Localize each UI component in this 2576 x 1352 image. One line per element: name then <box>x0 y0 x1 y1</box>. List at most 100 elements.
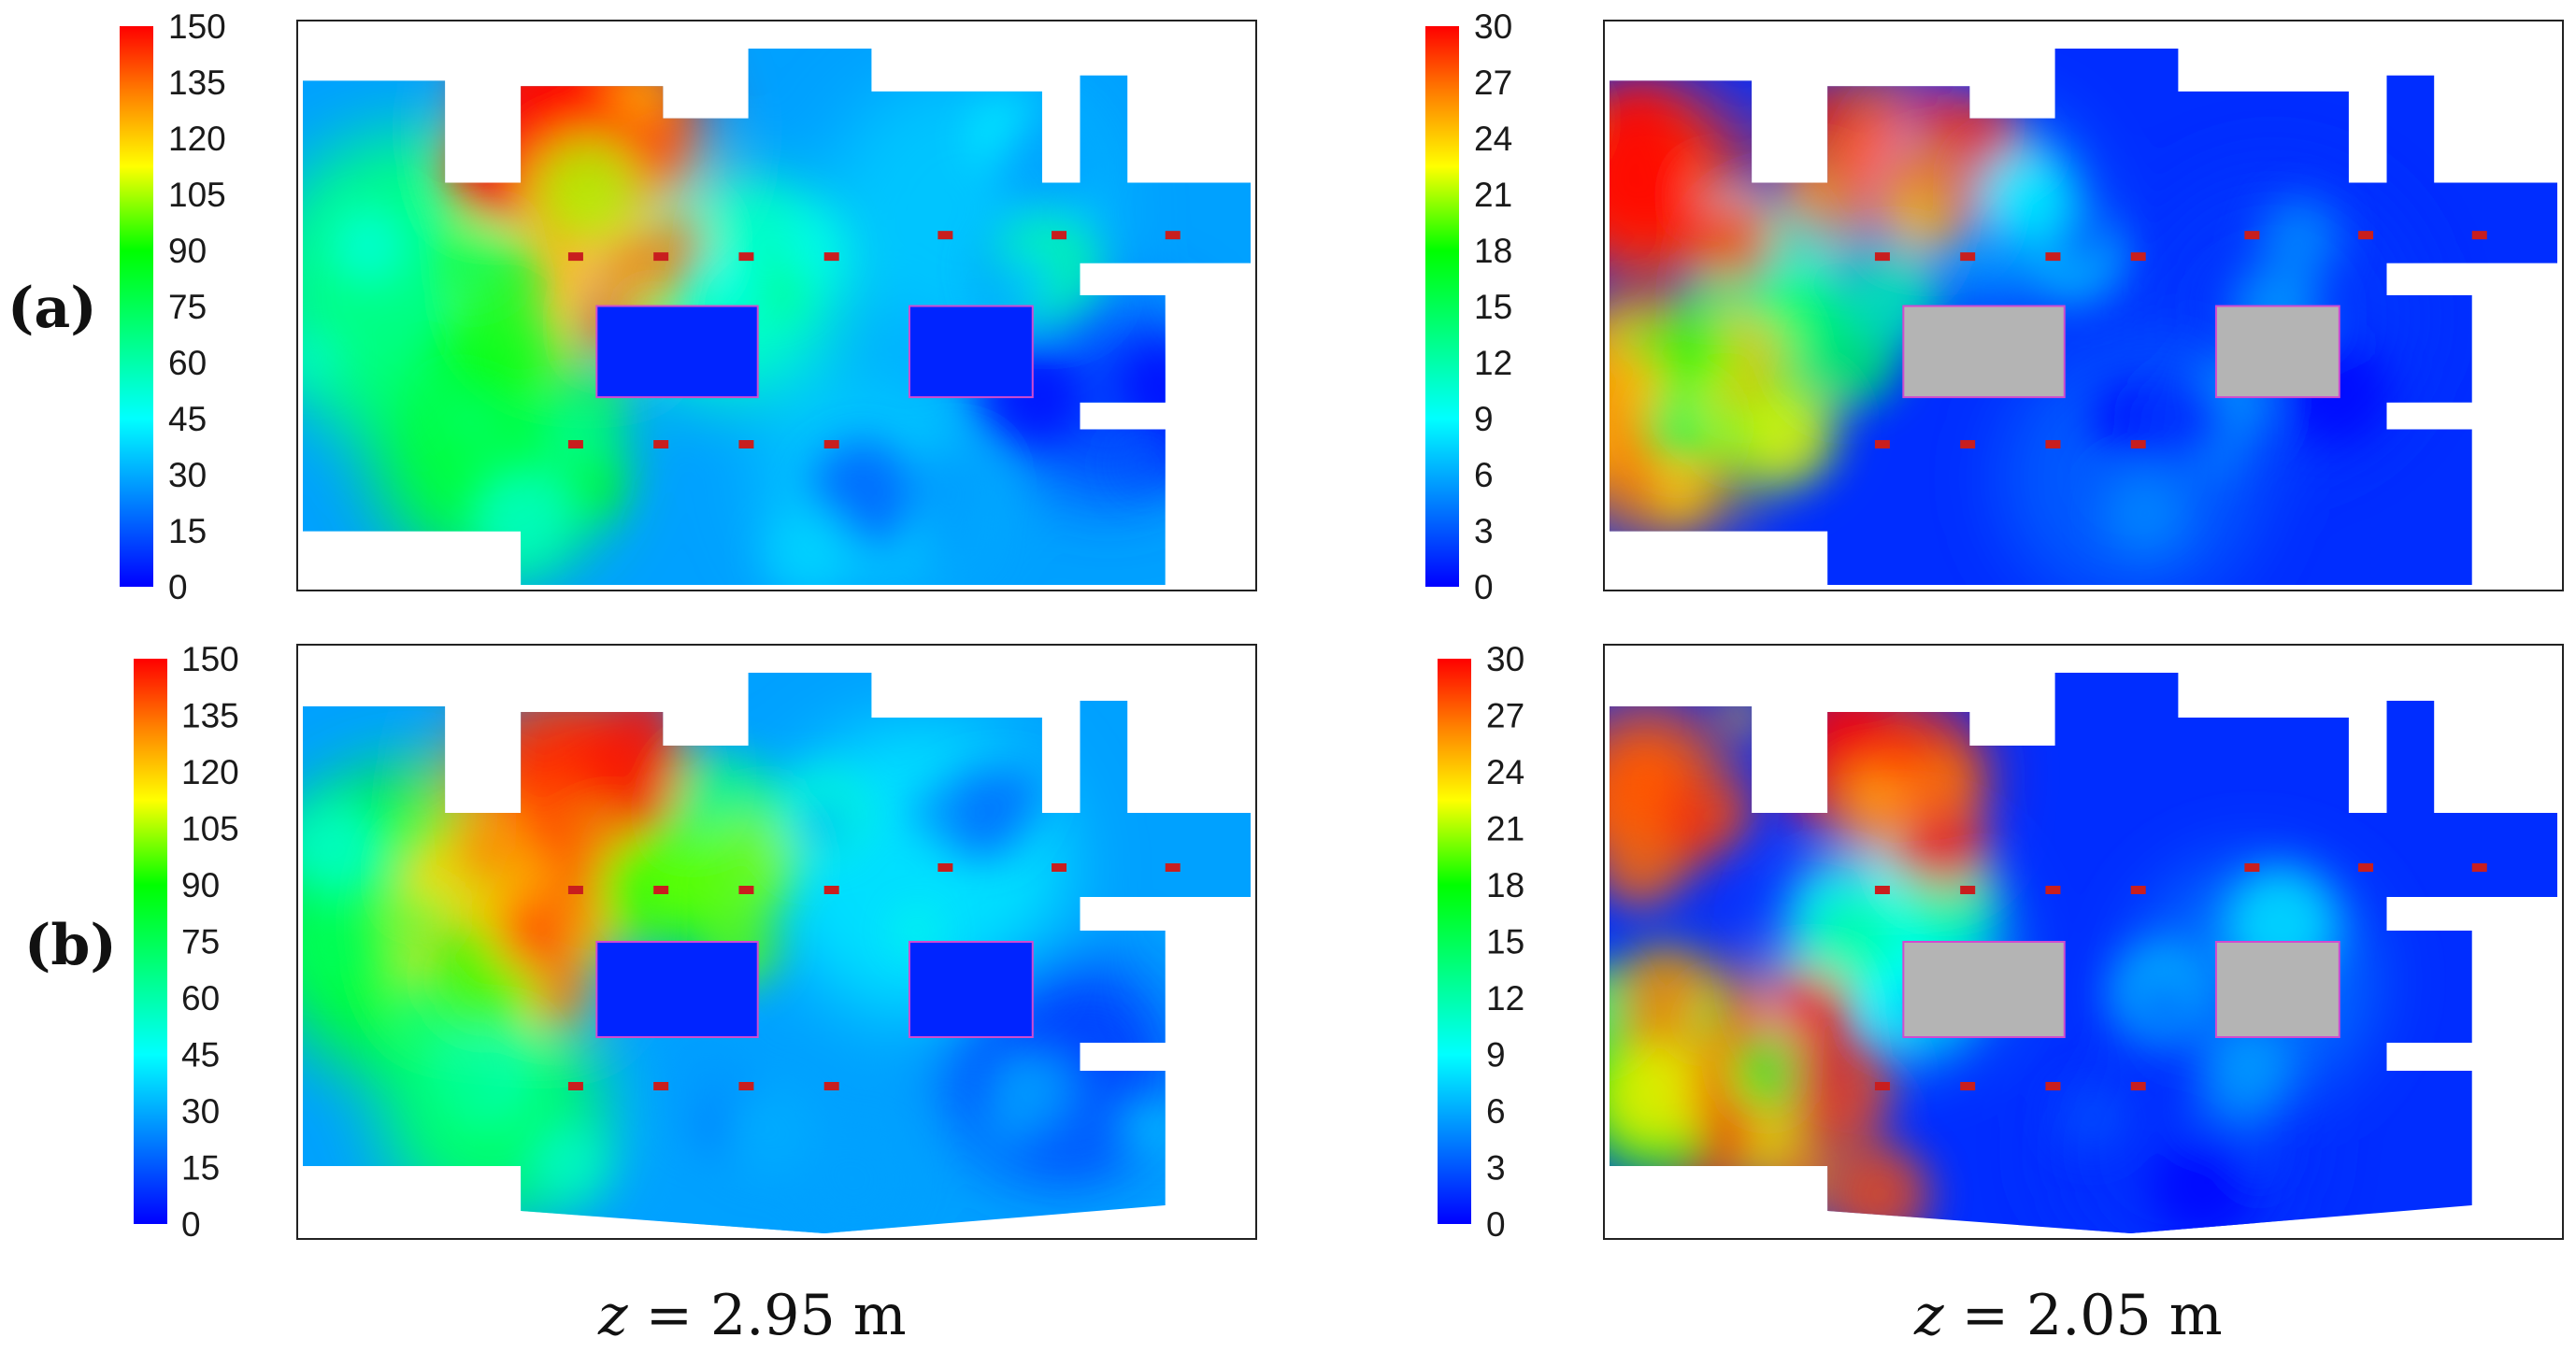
field-blob <box>431 228 500 298</box>
sensor-marker <box>567 440 583 449</box>
sensor-marker <box>937 231 953 240</box>
field-blob <box>1648 310 1733 395</box>
colorbar-gradient <box>1425 26 1459 587</box>
interior-opening <box>595 305 759 399</box>
field-blob <box>1610 125 1690 236</box>
field-blob <box>936 767 1028 860</box>
field-blob <box>2058 218 2106 265</box>
colorbar-tick-label: 21 <box>1474 176 1512 214</box>
field-blob <box>1667 197 1712 243</box>
colorbar-tick-label: 0 <box>181 1205 201 1244</box>
field-blob <box>1610 969 1626 1046</box>
field-blob <box>537 400 607 469</box>
sensor-marker <box>1960 440 1976 449</box>
colorbar-tick-label: 6 <box>1474 456 1494 494</box>
field-blob <box>910 789 957 835</box>
colorbar-tick-label: 60 <box>181 979 220 1018</box>
field-blob <box>2258 197 2340 280</box>
colorbar-tick-label: 30 <box>168 456 207 494</box>
field-blob <box>1692 788 1747 843</box>
sensor-marker <box>1874 1082 1890 1090</box>
field-blob <box>1618 318 1658 358</box>
colorbar-tick-label: 30 <box>1474 7 1512 46</box>
sensor-marker <box>937 863 953 872</box>
sensor-marker <box>2130 440 2146 449</box>
field-blob <box>1805 892 1894 981</box>
colorbar-tick-label: 150 <box>168 7 226 46</box>
field-blob <box>1919 93 1961 135</box>
field-blob <box>303 799 389 900</box>
field-blob <box>651 218 708 275</box>
colorbar-tick-label: 0 <box>1486 1205 1506 1244</box>
colorbar-tick-label: 3 <box>1486 1149 1506 1188</box>
colorbar-tick-label: 30 <box>1486 640 1524 678</box>
field-blob <box>1902 804 1987 889</box>
heatmap-b-z205 <box>1603 644 2564 1240</box>
field-blob <box>1773 970 1852 1049</box>
colorbar-tick-label: 15 <box>1486 923 1524 961</box>
colorbar-tick-label: 12 <box>1474 344 1512 382</box>
colorbar-tick-label: 75 <box>168 288 207 326</box>
field-blob <box>1619 946 1707 1034</box>
field-blob <box>1737 387 1834 484</box>
colorbar-b-right: 0 3 6 9 12 15 18 21 24 27 30 <box>1438 640 1524 1244</box>
sensor-marker <box>2045 252 2061 262</box>
field-blob <box>802 1128 906 1231</box>
field-blob <box>303 331 339 385</box>
colorbar-tick-label: 150 <box>181 640 239 678</box>
field-blob <box>303 911 367 984</box>
colorbar-tick-label: 15 <box>168 512 207 550</box>
field-blob <box>671 1041 738 1107</box>
interior-opening <box>595 941 759 1038</box>
colorbar-tick-label: 135 <box>168 64 226 102</box>
field-blob <box>925 512 989 575</box>
sensor-marker <box>1052 863 1067 872</box>
colorbar-tick-label: 45 <box>181 1036 220 1074</box>
sensor-marker <box>653 252 669 262</box>
colorbar-tick-label: 45 <box>168 400 207 438</box>
colorbar-tick-label: 30 <box>181 1092 220 1131</box>
sensor-marker <box>823 440 839 449</box>
field-blob <box>534 135 640 241</box>
sensor-marker <box>567 1082 583 1090</box>
colorbar-tick-label: 120 <box>181 753 239 791</box>
colorbar-tick-label: 3 <box>1474 512 1494 550</box>
field-blob <box>446 1060 494 1108</box>
sensor-marker <box>2045 1082 2061 1090</box>
sensor-marker <box>738 886 754 894</box>
sensor-marker <box>2471 863 2487 872</box>
sensor-marker <box>1874 440 1890 449</box>
colorbar-tick-label: 135 <box>181 697 239 735</box>
field-blob <box>406 848 459 902</box>
colorbar-tick-label: 105 <box>168 176 226 214</box>
interior-opening <box>908 305 1034 399</box>
interior-opening <box>1902 305 2066 399</box>
field-blob <box>2056 1082 2126 1151</box>
sensor-marker <box>1874 252 1890 262</box>
sensor-marker <box>2045 440 2061 449</box>
colorbar-tick-label: 21 <box>1486 810 1524 848</box>
interior-opening <box>2214 941 2340 1038</box>
colorbar-tick-label: 60 <box>168 344 207 382</box>
sensor-marker <box>2471 231 2487 240</box>
colorbar-tick-label: 18 <box>1486 866 1524 904</box>
field-blob <box>1844 765 1904 825</box>
sensor-marker <box>2130 1082 2146 1090</box>
field-blob <box>1888 192 1942 247</box>
field-blob <box>1610 1043 1707 1151</box>
field-blob <box>1522 402 1602 482</box>
colorbar-tick-label: 90 <box>181 866 220 904</box>
colorbar-tick-label: 27 <box>1486 697 1524 735</box>
field-blob <box>721 1083 816 1177</box>
field-blob <box>751 260 808 316</box>
sensor-marker <box>823 1082 839 1090</box>
field-blob <box>454 823 515 884</box>
field-blob <box>1728 1033 1806 1111</box>
colorbar-a-right: 0 3 6 9 12 15 18 21 24 27 30 <box>1425 7 1512 606</box>
sensor-marker <box>567 886 583 894</box>
colorbar-b-left: 0 15 30 45 60 75 90 105 120 135 150 <box>134 640 239 1244</box>
colorbar-tick-label: 105 <box>181 810 239 848</box>
colorbar-tick-label: 0 <box>168 568 188 606</box>
colorbar-tick-label: 24 <box>1474 120 1512 158</box>
colorbar-tick-label: 18 <box>1474 232 1512 270</box>
